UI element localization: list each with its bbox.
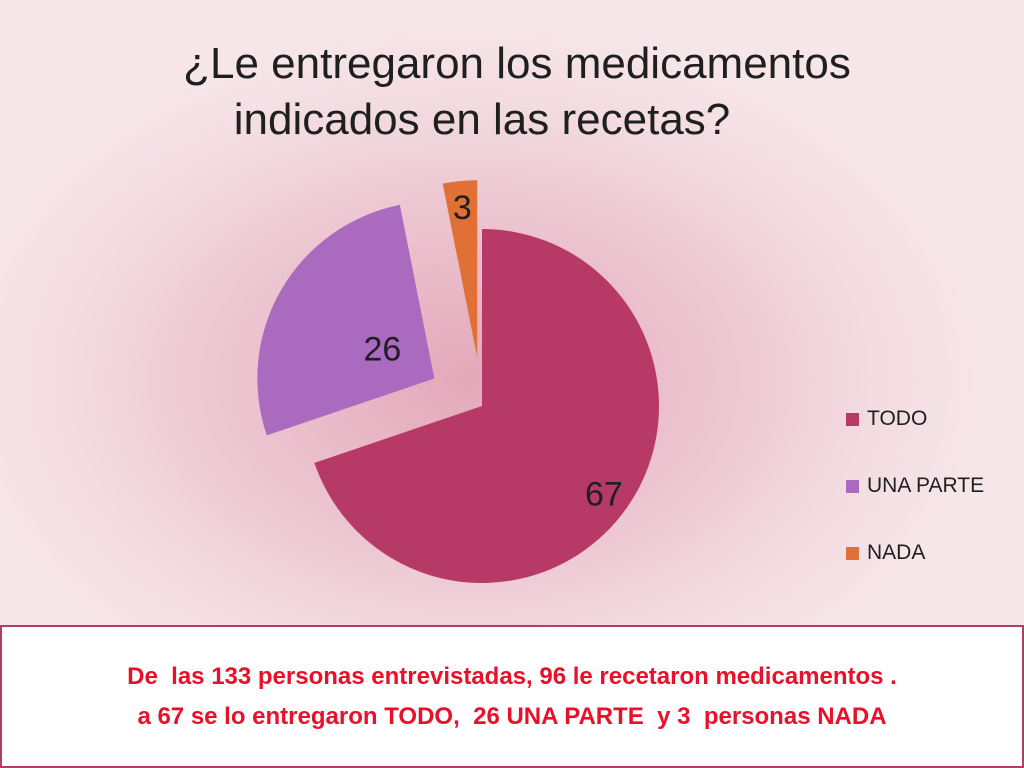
- legend-swatch-todo: [846, 413, 859, 426]
- pie-slice-todo: [314, 229, 659, 583]
- chart-title-line-1: ¿Le entregaron los medicamentos: [183, 39, 851, 88]
- legend-label-una-parte: UNA PARTE: [867, 474, 985, 497]
- pie-chart: 67 26 3: [257, 180, 659, 583]
- chart-title: ¿Le entregaron los medicamentos indicado…: [0, 36, 1024, 148]
- legend-label-todo: TODO: [867, 407, 928, 430]
- summary-line-1: De las 133 personas entrevistadas, 96 le…: [127, 662, 897, 690]
- data-label-todo: 67: [585, 475, 623, 513]
- legend-swatch-una-parte: [846, 480, 859, 493]
- legend-label-nada: NADA: [867, 541, 926, 564]
- chart-title-line-2: indicados en las recetas?: [233, 95, 731, 144]
- pie-slice-nada: [442, 180, 478, 358]
- legend-swatch-nada: [846, 547, 859, 560]
- summary-note: De las 133 personas entrevistadas, 96 le…: [0, 625, 1024, 768]
- summary-line-2: a 67 se lo entregaron TODO, 26 UNA PARTE…: [137, 702, 887, 730]
- data-label-una-parte: 26: [363, 331, 401, 369]
- pie-slice-una-parte: [257, 204, 435, 436]
- data-label-nada: 3: [453, 189, 472, 227]
